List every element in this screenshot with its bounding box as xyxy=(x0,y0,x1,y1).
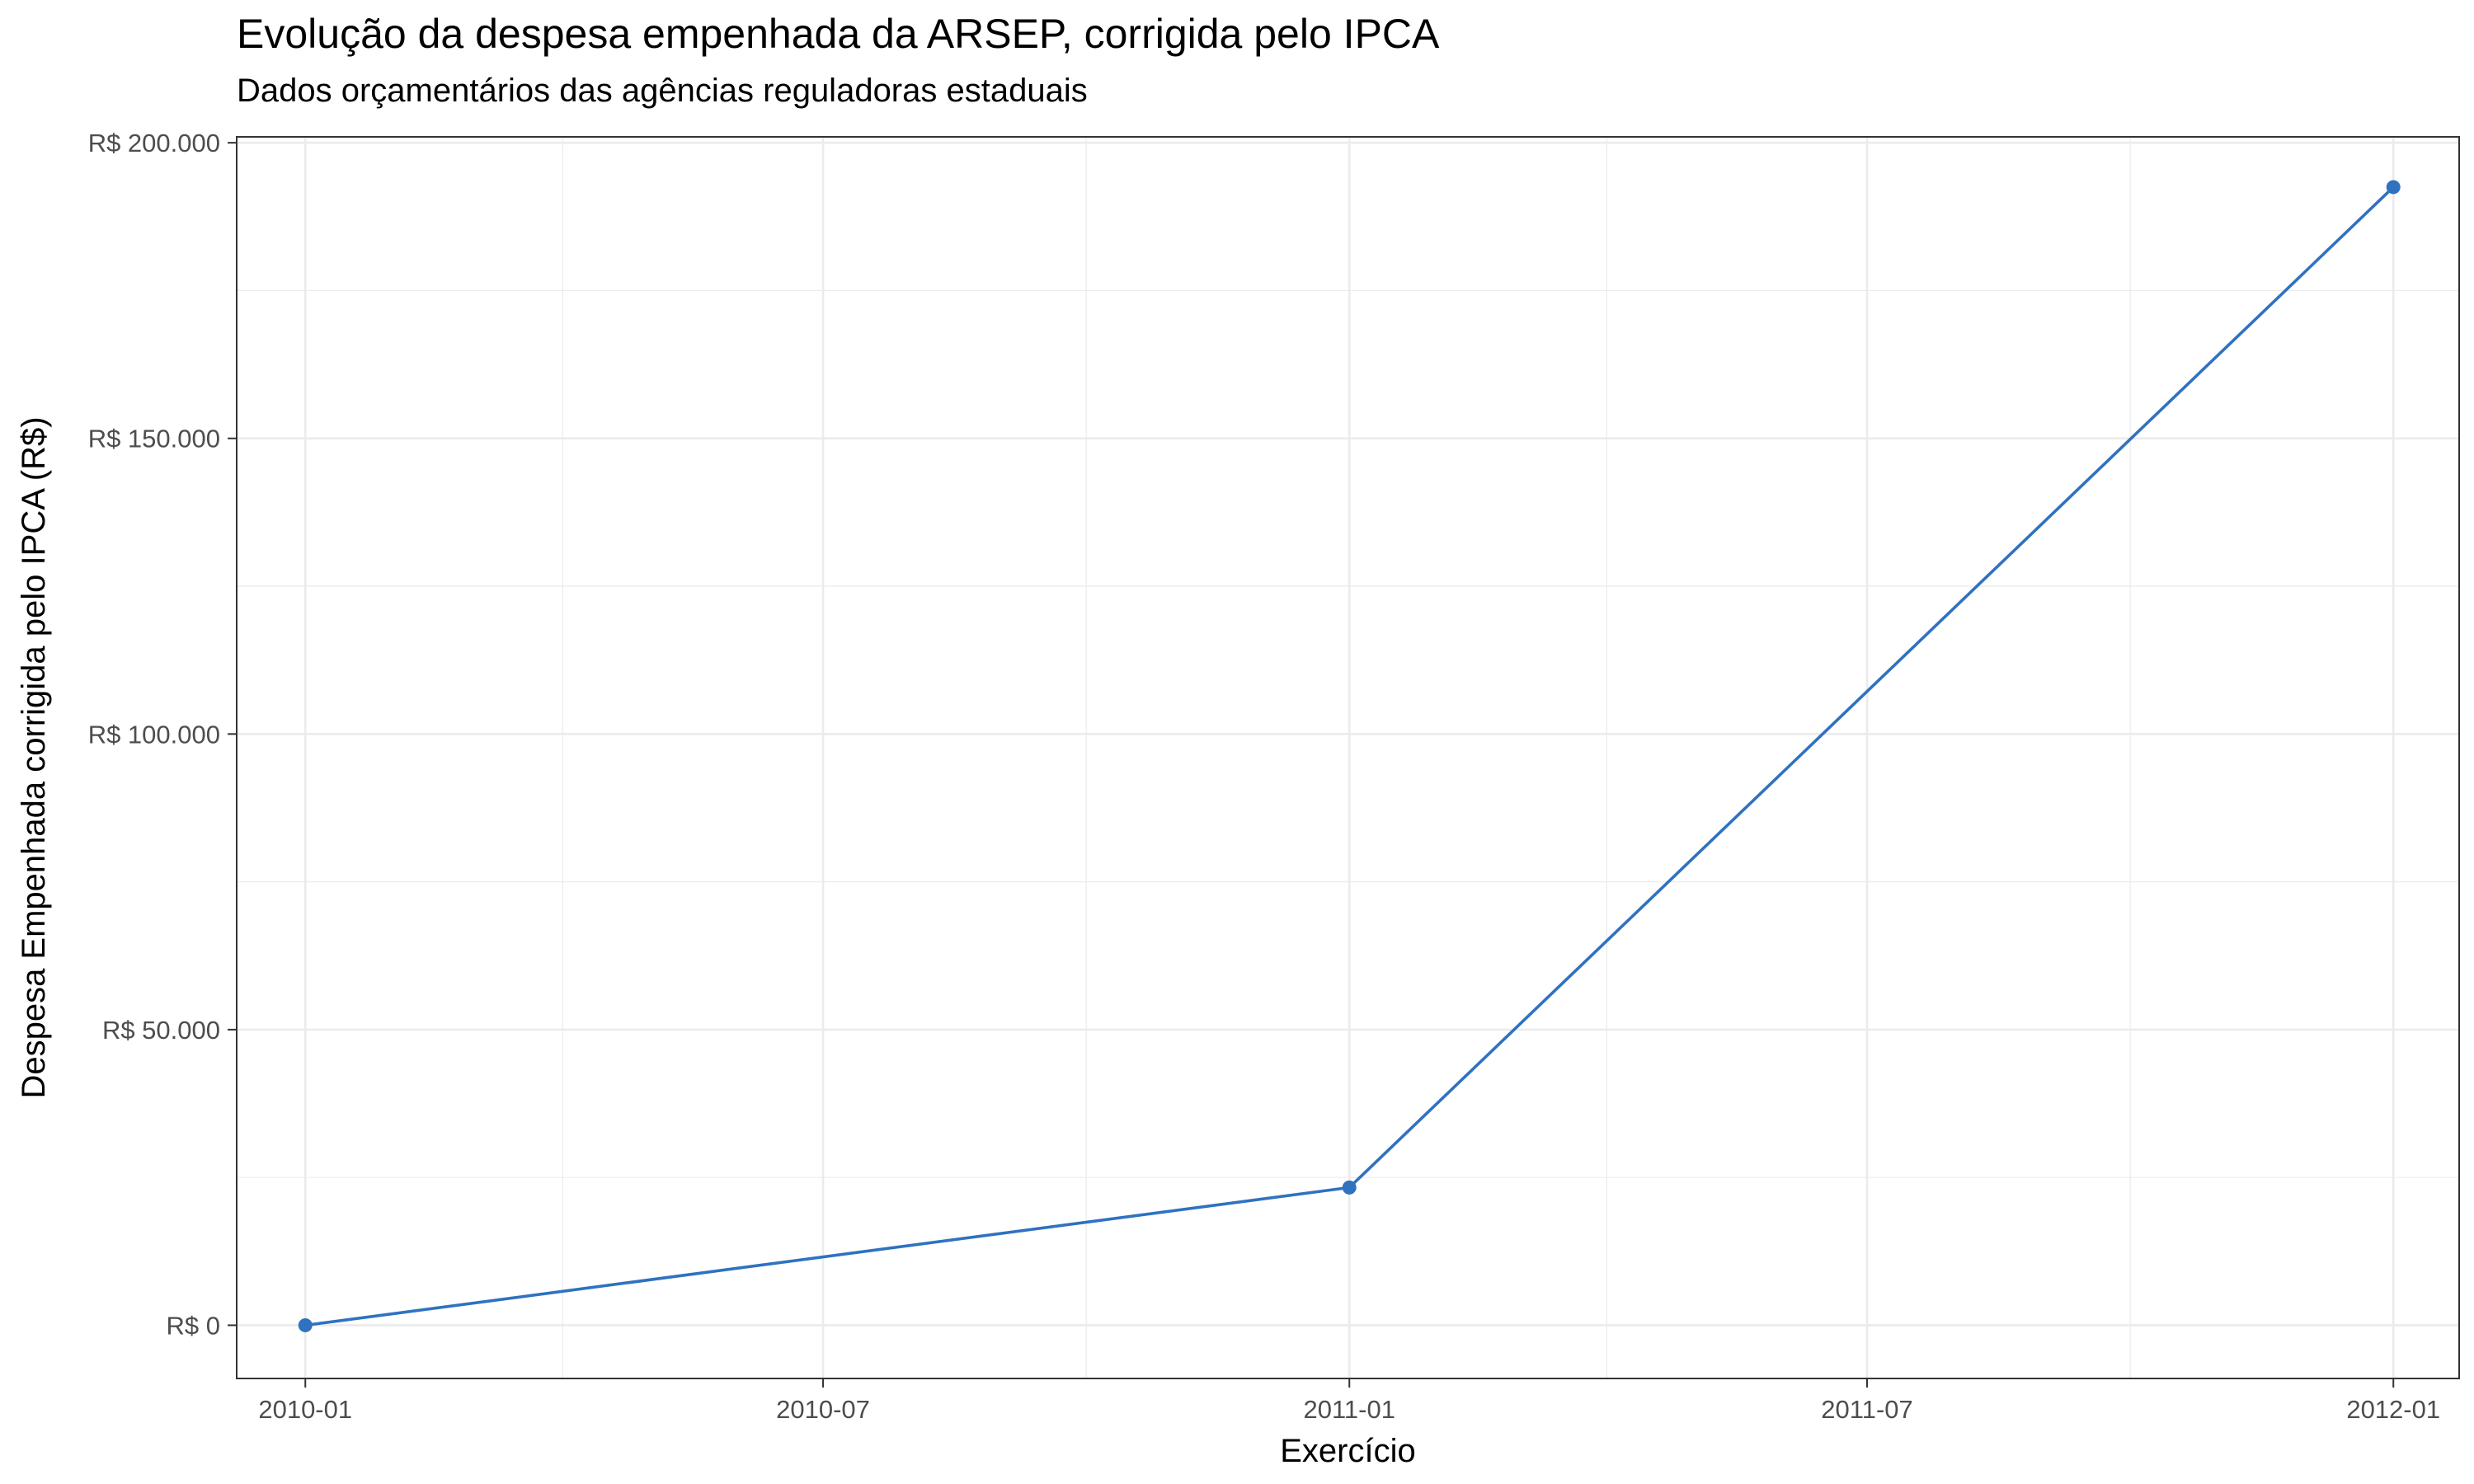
chart-subtitle: Dados orçamentários das agências regulad… xyxy=(237,73,1088,109)
data-point xyxy=(2386,180,2401,195)
x-tick-label: 2010-01 xyxy=(258,1395,352,1424)
y-tick-label: R$ 200.000 xyxy=(88,129,220,157)
data-point xyxy=(298,1317,313,1332)
data-points xyxy=(298,180,2401,1332)
x-axis: 2010-01 2010-07 2011-01 2011-07 2012-01 xyxy=(258,1378,2440,1424)
x-tick-label: 2010-07 xyxy=(776,1395,870,1424)
chart-title: Evolução da despesa empenhada da ARSEP, … xyxy=(237,11,1440,57)
y-tick-label: R$ 0 xyxy=(167,1311,220,1340)
data-point xyxy=(1342,1180,1357,1195)
minor-gridlines xyxy=(237,137,2459,1378)
y-tick-label: R$ 150.000 xyxy=(88,425,220,453)
panel-border xyxy=(236,136,2460,1379)
x-axis-title: Exercício xyxy=(1280,1433,1416,1469)
x-tick-label: 2011-01 xyxy=(1303,1395,1395,1424)
y-tick-label: R$ 100.000 xyxy=(88,720,220,749)
y-axis-title: Despesa Empenhada corrigida pelo IPCA (R… xyxy=(16,416,52,1098)
x-tick-label: 2011-07 xyxy=(1821,1395,1912,1424)
x-tick-label: 2012-01 xyxy=(2346,1395,2440,1424)
y-tick-label: R$ 50.000 xyxy=(102,1016,220,1045)
y-axis: R$ 0 R$ 50.000 R$ 100.000 R$ 150.000 R$ 200.… xyxy=(88,129,237,1340)
major-gridlines xyxy=(237,137,2459,1378)
